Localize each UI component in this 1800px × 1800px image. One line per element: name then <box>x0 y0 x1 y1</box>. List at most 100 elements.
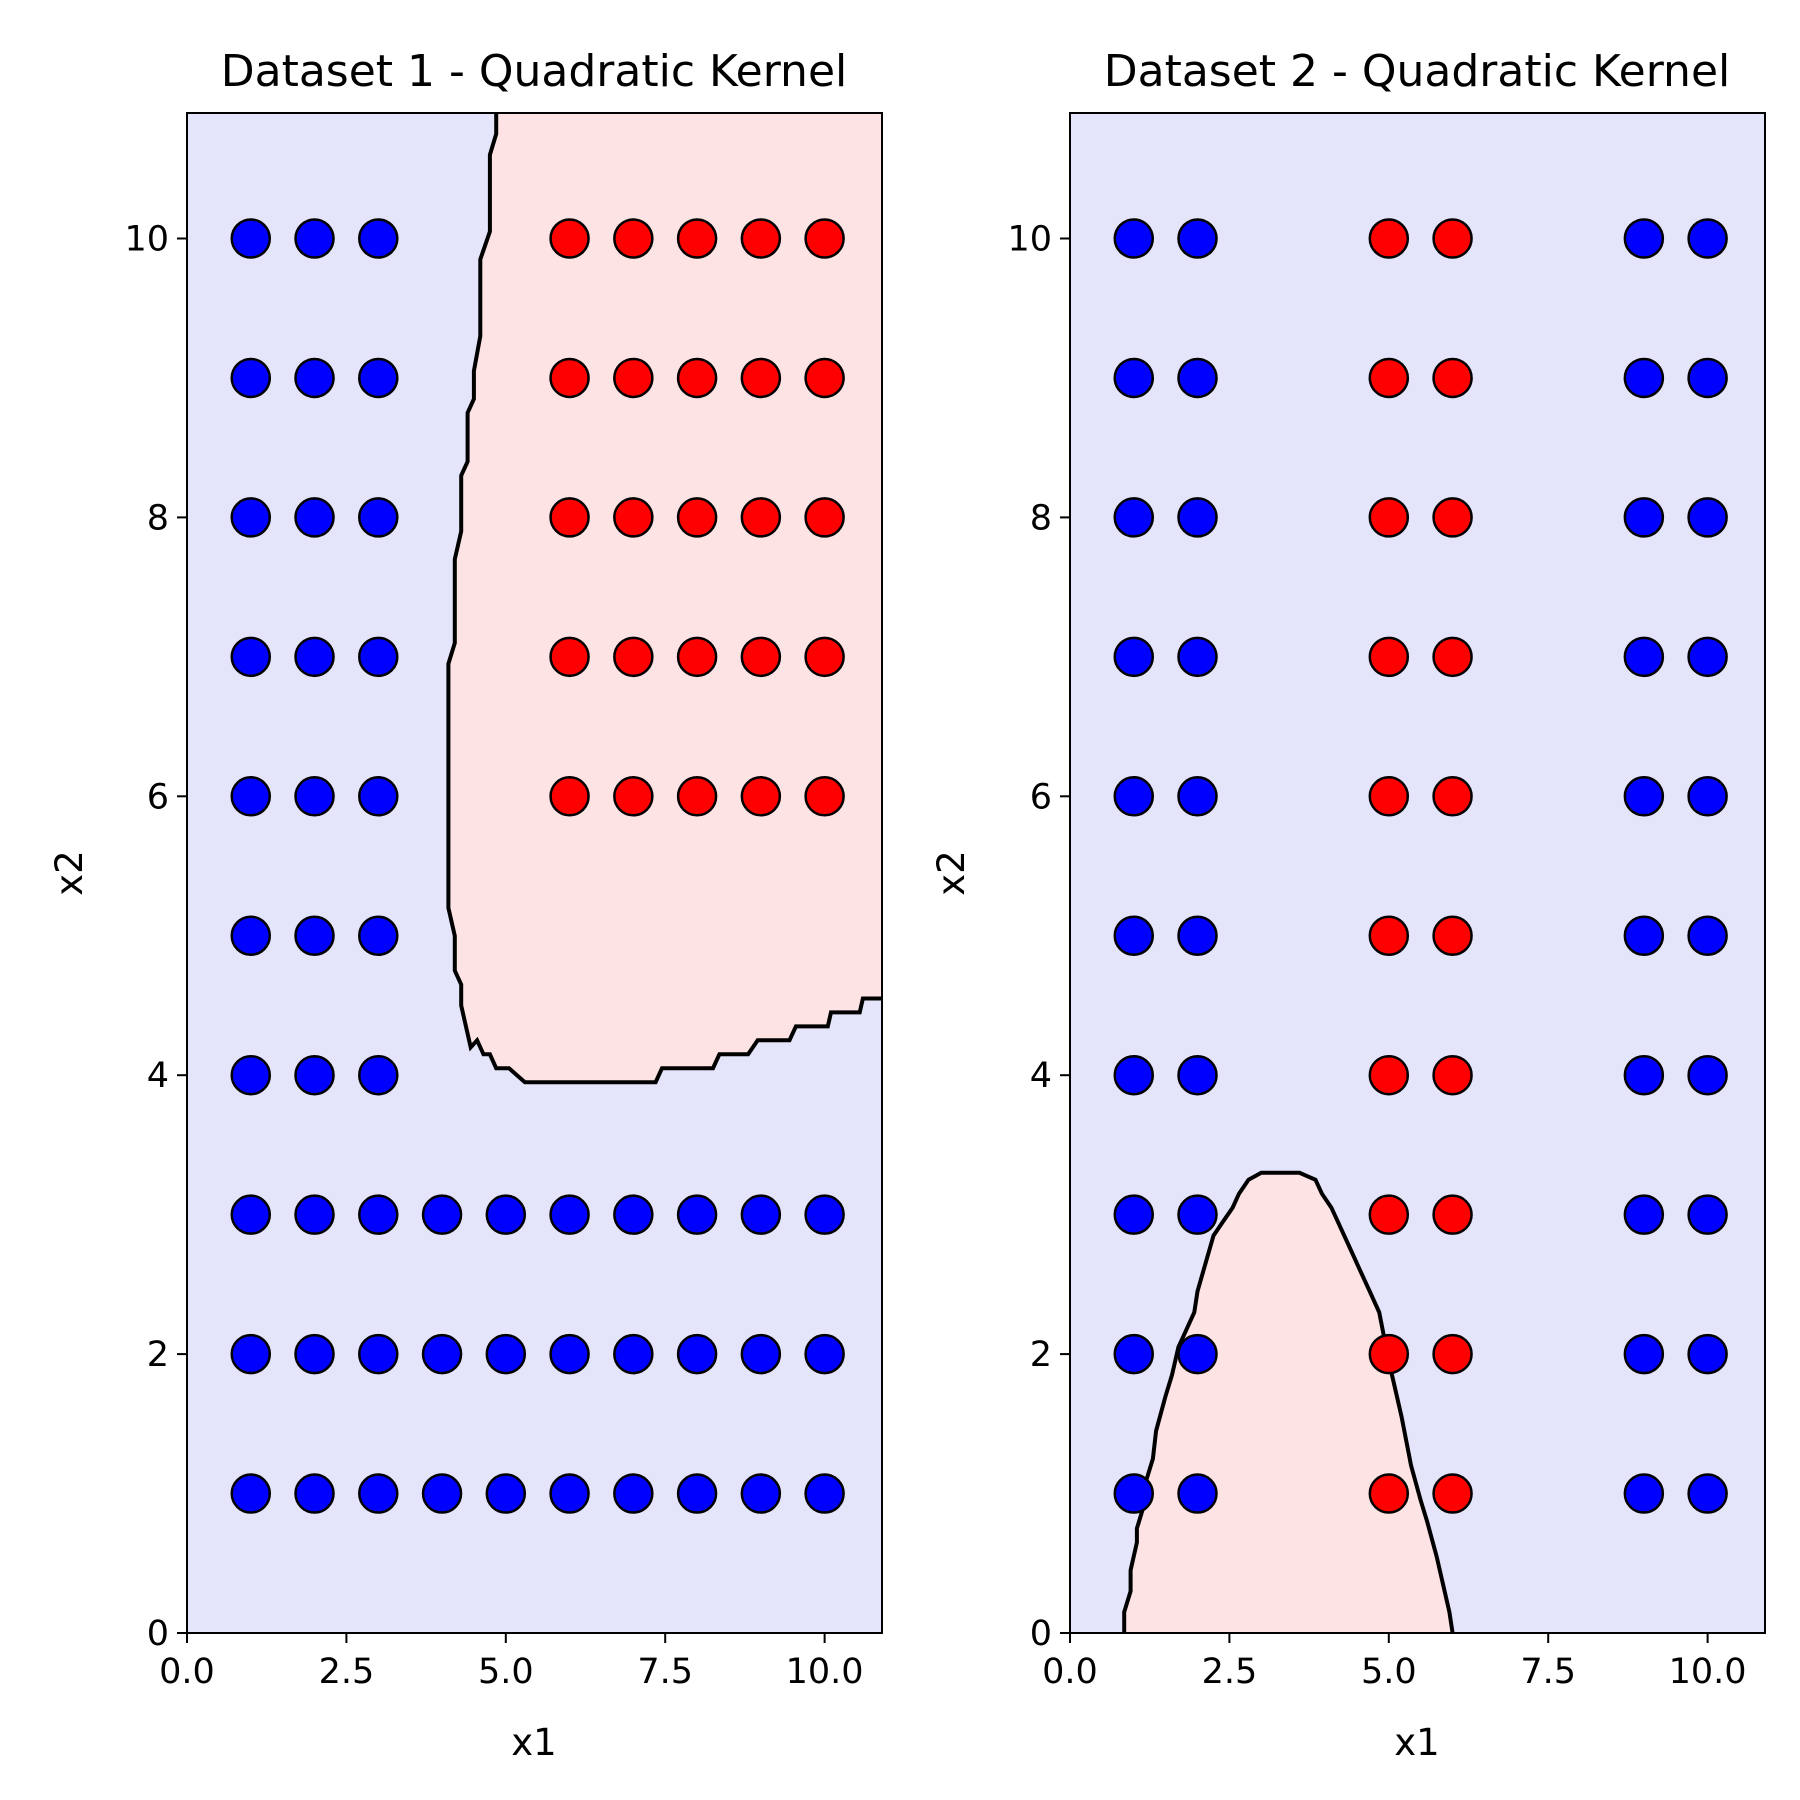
y-tick-label: 2 <box>1030 1335 1052 1375</box>
class0-data-point <box>358 776 399 817</box>
class0-data-point <box>1113 1054 1155 1096</box>
class1-data-point <box>1368 218 1410 259</box>
class0-data-point <box>294 1333 335 1375</box>
class0-data-point <box>294 218 335 259</box>
chart-title: Dataset 2 - Quadratic Kernel <box>1104 46 1730 97</box>
x-tick-label: 5.0 <box>478 1652 534 1692</box>
class1-data-point <box>676 497 718 538</box>
x-tick-label: 0.0 <box>1042 1652 1098 1692</box>
y-axis-label: x2 <box>930 850 973 895</box>
y-tick-label: 10 <box>1007 220 1052 260</box>
class1-data-point <box>1368 497 1410 538</box>
class0-data-point <box>1113 357 1155 399</box>
x-tick-label: 2.5 <box>1202 1652 1258 1692</box>
class0-data-point <box>1623 915 1665 957</box>
class1-data-point <box>549 497 590 538</box>
class1-data-point <box>1368 1333 1410 1375</box>
x-tick-label: 2.5 <box>319 1652 375 1692</box>
class0-data-point <box>549 1473 590 1514</box>
class0-data-point <box>358 915 399 957</box>
class1-data-point <box>1432 636 1473 678</box>
class1-data-point <box>549 636 590 678</box>
class1-data-point <box>1368 1054 1410 1096</box>
class1-data-point <box>804 218 845 259</box>
y-tick-label: 0 <box>147 1614 169 1654</box>
class1-data-point <box>676 776 718 817</box>
class0-data-point <box>549 1194 590 1235</box>
class0-data-point <box>613 1194 654 1235</box>
class0-data-point <box>1177 1194 1218 1235</box>
class0-data-point <box>613 1333 654 1375</box>
class0-data-point <box>1177 915 1218 957</box>
class0-data-point <box>1687 218 1728 259</box>
plot-frame <box>1069 112 1766 1634</box>
x-tick-label: 0.0 <box>159 1652 215 1692</box>
class0-data-point <box>549 1333 590 1375</box>
class0-data-point <box>1177 357 1218 399</box>
subplot-dataset-1: 0.0 2.5 5.0 7.5 10.0 0 2 4 6 8 10 Dataset 1 - Qua… <box>48 46 883 1764</box>
class0-data-point <box>1113 497 1155 538</box>
class0-data-point <box>230 1194 272 1235</box>
class0-data-point <box>230 1333 272 1375</box>
x-axis-label: x1 <box>511 1721 556 1764</box>
class1-data-point <box>613 497 654 538</box>
class0-data-point <box>1623 1194 1665 1235</box>
class0-data-point <box>1177 776 1218 817</box>
class0-data-point <box>613 1473 654 1514</box>
class0-data-point <box>1113 1473 1155 1514</box>
class0-data-point <box>1623 1333 1665 1375</box>
class1-data-point <box>1432 218 1473 259</box>
class0-data-point <box>804 1473 845 1514</box>
class0-data-point <box>1687 497 1728 538</box>
class0-data-point <box>230 497 272 538</box>
class1-data-point <box>1368 915 1410 957</box>
class1-data-point <box>1432 1054 1473 1096</box>
subplot-dataset-2: 0.0 2.5 5.0 7.5 10.0 0 2 4 6 8 10 Dataset 2 - Qua… <box>930 46 1766 1764</box>
y-tick-label: 8 <box>1030 498 1052 538</box>
x-tick-label: 10.0 <box>1669 1652 1747 1692</box>
class0-data-point <box>294 1473 335 1514</box>
class0-data-point <box>358 1333 399 1375</box>
x-axis-label: x1 <box>1394 1721 1439 1764</box>
class1-data-point <box>1368 636 1410 678</box>
class1-data-point <box>613 357 654 399</box>
class1-data-point <box>1368 1473 1410 1514</box>
class1-decision-region <box>1124 1172 1453 1633</box>
class1-data-point <box>676 357 718 399</box>
class0-data-point <box>358 1194 399 1235</box>
class0-data-point <box>1623 636 1665 678</box>
class1-data-point <box>676 636 718 678</box>
class0-data-point <box>1177 497 1218 538</box>
class0-data-point <box>1113 218 1155 259</box>
class1-data-point <box>1368 1194 1410 1235</box>
class0-data-point <box>358 636 399 678</box>
class1-data-point <box>804 357 845 399</box>
class0-data-point <box>1177 1054 1218 1096</box>
class0-data-point <box>740 1194 782 1235</box>
chart-title: Dataset 1 - Quadratic Kernel <box>221 46 847 97</box>
class0-data-point <box>230 1473 272 1514</box>
class0-data-point <box>1687 915 1728 957</box>
x-tick-label: 7.5 <box>1520 1652 1576 1692</box>
class0-data-point <box>1113 1333 1155 1375</box>
class1-data-point <box>740 636 782 678</box>
class1-data-point <box>1368 776 1410 817</box>
class0-data-point <box>1687 776 1728 817</box>
class0-data-point <box>485 1194 527 1235</box>
class0-data-point <box>1687 636 1728 678</box>
class0-data-point <box>230 1054 272 1096</box>
class1-data-point <box>1432 776 1473 817</box>
class0-data-point <box>294 636 335 678</box>
class0-data-point <box>1687 1333 1728 1375</box>
class0-data-point <box>1687 1194 1728 1235</box>
class1-data-point <box>1432 1473 1473 1514</box>
class0-data-point <box>294 776 335 817</box>
class0-data-point <box>676 1333 718 1375</box>
class1-data-point <box>740 776 782 817</box>
class0-data-point <box>1177 636 1218 678</box>
class1-data-point <box>1432 1333 1473 1375</box>
class0-data-point <box>1623 357 1665 399</box>
class0-data-point <box>1623 497 1665 538</box>
class0-data-point <box>230 357 272 399</box>
